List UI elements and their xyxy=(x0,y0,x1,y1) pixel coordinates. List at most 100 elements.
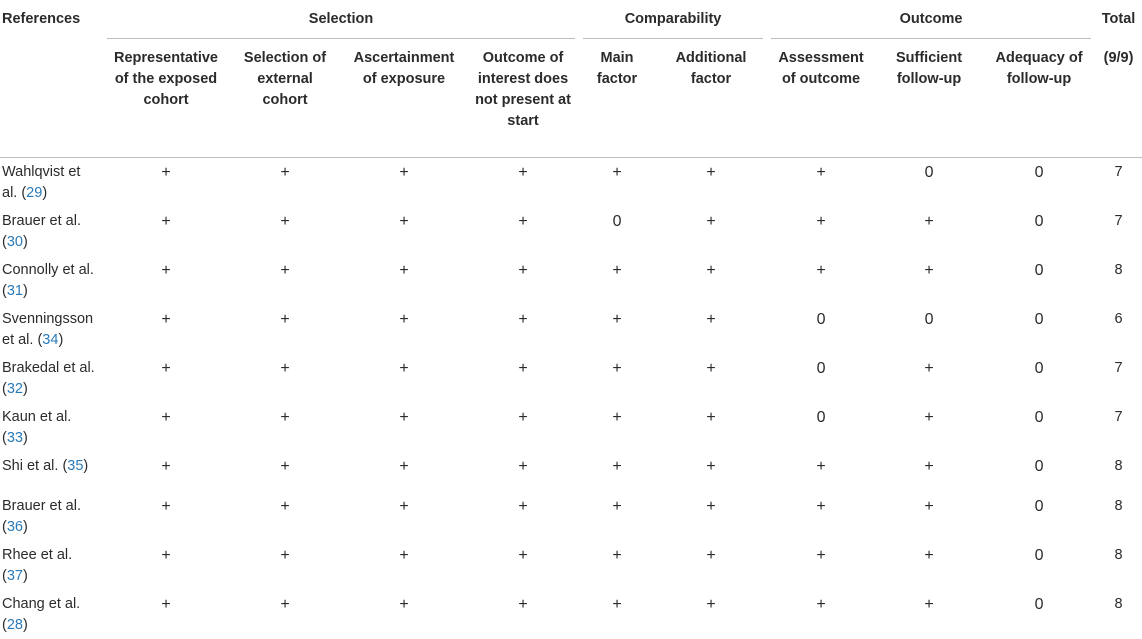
score-cell: + xyxy=(399,497,409,515)
score-cell: + xyxy=(706,497,716,515)
reference-text: Brauer et al. ( xyxy=(2,497,81,535)
reference-cell: Shi et al. (35) xyxy=(0,452,103,492)
score-cell: + xyxy=(518,163,528,181)
score-cell: 0 xyxy=(1034,359,1044,377)
comparability-label: Comparability xyxy=(583,9,764,39)
citation-link[interactable]: 37 xyxy=(6,567,23,584)
reference-text: Rhee et al. ( xyxy=(2,546,73,584)
total-cell: 8 xyxy=(1114,261,1123,278)
score-cell: + xyxy=(924,359,934,377)
table-row: Kaun et al. (33) + + + + + +0 +0 7 xyxy=(0,403,1142,452)
score-cell: + xyxy=(399,212,409,230)
score-cell: + xyxy=(612,359,622,377)
score-cell: + xyxy=(924,212,934,230)
score-cell: + xyxy=(612,261,622,279)
total-cell: 8 xyxy=(1114,595,1123,612)
citation-link[interactable]: 30 xyxy=(6,233,23,250)
total-cell: 7 xyxy=(1114,408,1123,425)
reference-close: ) xyxy=(22,518,28,535)
score-cell: + xyxy=(280,261,290,279)
score-cell: + xyxy=(161,359,171,377)
table-row: Wahlqvist et al. (29) + + + + + + +0 0 7 xyxy=(0,157,1142,207)
score-cell: + xyxy=(706,359,716,377)
score-cell: + xyxy=(161,310,171,328)
score-cell: 0 xyxy=(1034,546,1044,564)
citation-link[interactable]: 32 xyxy=(6,380,23,397)
outcome-label: Outcome xyxy=(771,9,1092,39)
selection-group-header: Selection xyxy=(103,0,579,39)
score-cell: + xyxy=(706,261,716,279)
score-cell: 0 xyxy=(816,310,826,328)
reference-text: Brakedal et al. ( xyxy=(2,359,95,397)
reference-cell: Wahlqvist et al. (29) xyxy=(0,157,103,207)
score-cell: + xyxy=(816,261,826,279)
score-cell: 0 xyxy=(1034,163,1044,181)
score-cell: + xyxy=(280,359,290,377)
reference-close: ) xyxy=(22,282,28,299)
reference-close: ) xyxy=(42,184,48,201)
reference-close: ) xyxy=(22,233,28,250)
header-column-row: Representative of the exposed cohort Sel… xyxy=(0,39,1142,157)
total-cell: 7 xyxy=(1114,359,1123,376)
score-cell: 0 xyxy=(1034,310,1044,328)
score-cell: + xyxy=(612,497,622,515)
score-cell: + xyxy=(518,408,528,426)
citation-link[interactable]: 34 xyxy=(42,331,59,348)
score-cell: + xyxy=(161,163,171,181)
reference-cell: Brakedal et al. (32) xyxy=(0,354,103,403)
citation-link[interactable]: 28 xyxy=(6,616,23,633)
column-header: Outcome of interest does not present at … xyxy=(475,50,571,129)
score-cell: + xyxy=(612,163,622,181)
references-header-blank xyxy=(0,39,103,157)
reference-cell: Chang et al. (28) xyxy=(0,590,103,639)
table-row: Brauer et al. (30) + + + +0 + + +0 7 xyxy=(0,207,1142,256)
score-cell: + xyxy=(280,310,290,328)
score-cell: + xyxy=(706,408,716,426)
table-body: Wahlqvist et al. (29) + + + + + + +0 0 7 Brauer et… xyxy=(0,157,1142,639)
score-cell: + xyxy=(612,595,622,613)
score-cell: + xyxy=(816,595,826,613)
total-cell: 8 xyxy=(1114,546,1123,563)
score-cell: + xyxy=(161,595,171,613)
citation-link[interactable]: 31 xyxy=(6,282,23,299)
score-cell: + xyxy=(924,595,934,613)
citation-link[interactable]: 35 xyxy=(67,457,84,474)
table-row: Brakedal et al. (32) + + + + + +0 +0 7 xyxy=(0,354,1142,403)
score-cell: + xyxy=(612,408,622,426)
score-cell: + xyxy=(816,212,826,230)
score-cell: + xyxy=(706,546,716,564)
total-header: Total xyxy=(1101,11,1136,27)
score-cell: + xyxy=(399,261,409,279)
score-cell: 0 xyxy=(816,359,826,377)
score-cell: + xyxy=(518,359,528,377)
score-cell: + xyxy=(518,546,528,564)
score-cell: + xyxy=(399,310,409,328)
score-cell: + xyxy=(518,595,528,613)
score-cell: + xyxy=(399,546,409,564)
reference-text: Shi et al. ( xyxy=(2,457,68,474)
reference-close: ) xyxy=(58,331,64,348)
score-cell: + xyxy=(399,408,409,426)
score-cell: + xyxy=(924,457,934,475)
score-cell: 0 xyxy=(1034,212,1044,230)
score-cell: + xyxy=(161,212,171,230)
score-cell: + xyxy=(399,595,409,613)
score-cell: + xyxy=(612,457,622,475)
score-cell: + xyxy=(924,497,934,515)
total-cell: 8 xyxy=(1114,457,1123,474)
score-cell: + xyxy=(706,457,716,475)
citation-link[interactable]: 33 xyxy=(6,429,23,446)
citation-link[interactable]: 36 xyxy=(6,518,23,535)
total-subheader: (9/9) xyxy=(1103,50,1134,66)
table-row: Rhee et al. (37) + + + + + + + +0 8 xyxy=(0,541,1142,590)
table-row: Connolly et al. (31) + + + + + + + +0 8 xyxy=(0,256,1142,305)
citation-link[interactable]: 29 xyxy=(26,184,43,201)
total-cell: 7 xyxy=(1114,163,1123,180)
score-cell: 0 xyxy=(1034,261,1044,279)
score-cell: + xyxy=(280,408,290,426)
score-cell: + xyxy=(612,310,622,328)
column-header: Representative of the exposed cohort xyxy=(114,50,218,108)
score-cell: + xyxy=(161,408,171,426)
score-cell: + xyxy=(280,163,290,181)
